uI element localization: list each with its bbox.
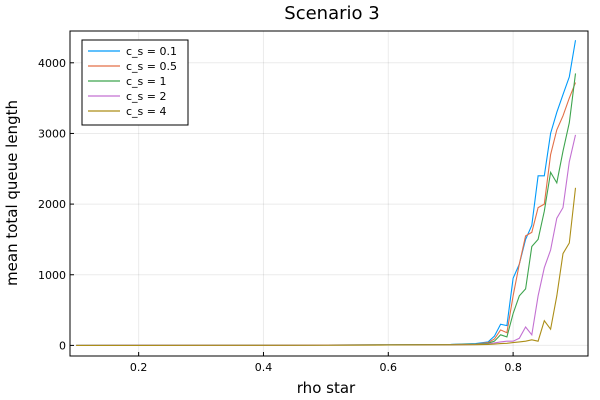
x-tick-label: 0.8 bbox=[504, 361, 522, 374]
legend: c_s = 0.1 c_s = 0.5 c_s = 1 c_s = 2 c_s = 4 bbox=[81, 39, 189, 126]
x-tick-label: 0.6 bbox=[380, 361, 398, 374]
y-tick-label: 4000 bbox=[38, 57, 66, 70]
y-axis-label: mean total queue length bbox=[3, 100, 21, 286]
series-line-5 bbox=[76, 187, 577, 346]
axis-ticks: 0.2 0.4 0.6 0.8 0 1000 2000 3000 4000 bbox=[38, 57, 522, 374]
y-tick-label: 3000 bbox=[38, 127, 66, 140]
plot-frame bbox=[69, 30, 589, 357]
series-line-4 bbox=[76, 134, 577, 346]
y-tick-label: 2000 bbox=[38, 198, 66, 211]
legend-label: c_s = 2 bbox=[126, 90, 167, 103]
legend-label: c_s = 4 bbox=[126, 105, 167, 118]
x-axis-label: rho star bbox=[297, 379, 356, 397]
legend-label: c_s = 0.1 bbox=[126, 45, 177, 58]
legend-label: c_s = 1 bbox=[126, 75, 167, 88]
y-tick-label: 0 bbox=[59, 339, 66, 352]
chart-title: Scenario 3 bbox=[284, 3, 379, 24]
series-group bbox=[76, 40, 577, 346]
legend-label: c_s = 0.5 bbox=[126, 60, 177, 73]
x-tick-label: 0.4 bbox=[255, 361, 273, 374]
x-tick-label: 0.2 bbox=[130, 361, 148, 374]
y-tick-label: 1000 bbox=[38, 269, 66, 282]
